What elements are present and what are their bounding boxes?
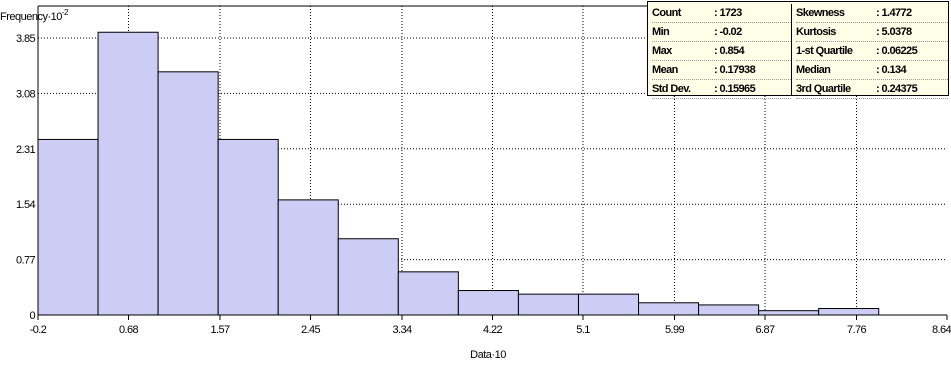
histogram-bar <box>37 138 99 316</box>
histogram-bar <box>638 302 700 316</box>
y-tick-label: 0 <box>29 310 35 322</box>
stat-name: Max <box>652 45 672 57</box>
y-tick-label: 1.54 <box>16 199 35 211</box>
x-tick-label: -0.2 <box>30 324 47 336</box>
histogram-bar <box>758 310 820 316</box>
stat-value: : 0.854 <box>714 45 745 57</box>
stat-value: : -0.02 <box>714 26 742 38</box>
histogram-bar <box>397 271 459 316</box>
stat-name: Min <box>652 26 670 38</box>
stat-name: Median <box>796 64 831 76</box>
stat-row: Count : 1723 <box>652 4 791 23</box>
statistics-panel: Count : 1723 Min : -0.02 Max : 0.854 Mean : 0.1… <box>647 1 949 99</box>
histogram-bar <box>818 308 880 316</box>
histogram-bar <box>277 199 339 316</box>
histogram-bar <box>577 293 640 316</box>
stat-row: Max : 0.854 <box>652 42 791 61</box>
stat-value: : 0.17938 <box>714 64 756 76</box>
stat-name: 1-st Quartile <box>796 45 853 57</box>
histogram-bar <box>517 293 579 316</box>
y-tick-label: 2.31 <box>16 144 35 156</box>
histogram-bar <box>337 238 399 316</box>
x-tick-label: 0.68 <box>119 324 138 336</box>
histogram-bars <box>37 31 880 316</box>
stat-value: : 0.06225 <box>876 45 918 57</box>
histogram-bar <box>97 31 159 316</box>
x-tick-label: 2.45 <box>301 324 320 336</box>
stat-value: : 0.15965 <box>714 83 756 95</box>
stat-row: 3rd Quartile : 0.24375 <box>796 80 948 99</box>
stat-row: Median : 0.134 <box>796 61 948 80</box>
stat-value: : 1723 <box>714 7 742 19</box>
x-tick-label: 4.22 <box>483 324 502 336</box>
stat-name: Count <box>652 7 681 19</box>
y-tick-label: 0.77 <box>16 255 35 267</box>
y-tick-label: 3.08 <box>16 88 35 100</box>
stat-value: : 1.4772 <box>876 7 912 19</box>
x-tick-label: 7.76 <box>847 324 866 336</box>
stat-value: : 0.24375 <box>876 83 918 95</box>
histogram-bar <box>157 71 219 316</box>
stat-value: : 5.0378 <box>876 26 912 38</box>
x-tick-label: 3.34 <box>393 324 412 336</box>
stat-row: Std Dev. : 0.15965 <box>652 80 791 99</box>
stat-name: Skewness <box>796 7 845 19</box>
stat-name: Std Dev. <box>652 83 691 95</box>
stat-row: 1-st Quartile : 0.06225 <box>796 42 948 61</box>
histogram-bar <box>457 290 519 316</box>
stat-name: 3rd Quartile <box>796 83 851 95</box>
stat-name: Mean <box>652 64 678 76</box>
statistics-left-column: Count : 1723 Min : -0.02 Max : 0.854 Mean : 0.1… <box>652 4 792 99</box>
y-tick-label: 3.85 <box>16 33 35 45</box>
histogram-bar <box>698 304 760 316</box>
x-tick-label: 6.87 <box>755 324 774 336</box>
stat-row: Mean : 0.17938 <box>652 61 791 80</box>
statistics-right-column: Skewness : 1.4772 Kurtosis : 5.0378 1-st Qua… <box>792 4 948 99</box>
tick-labels: 0 0.77 1.54 2.31 3.08 3.85 -0.2 0.68 1.57 2.45 3.3… <box>16 33 951 336</box>
x-tick-label: 8.64 <box>932 324 951 336</box>
stat-name: Kurtosis <box>796 26 836 38</box>
stat-row: Skewness : 1.4772 <box>796 4 948 23</box>
stat-row: Kurtosis : 5.0378 <box>796 23 948 42</box>
y-axis-title: Frequency·10-2 <box>0 8 69 23</box>
x-tick-label: 5.1 <box>576 324 590 336</box>
stat-row: Min : -0.02 <box>652 23 791 42</box>
x-tick-label: 5.99 <box>665 324 684 336</box>
histogram-bar <box>217 138 279 316</box>
x-tick-label: 1.57 <box>210 324 229 336</box>
x-axis-title: Data·10 <box>470 349 506 361</box>
stat-value: : 0.134 <box>876 64 907 76</box>
